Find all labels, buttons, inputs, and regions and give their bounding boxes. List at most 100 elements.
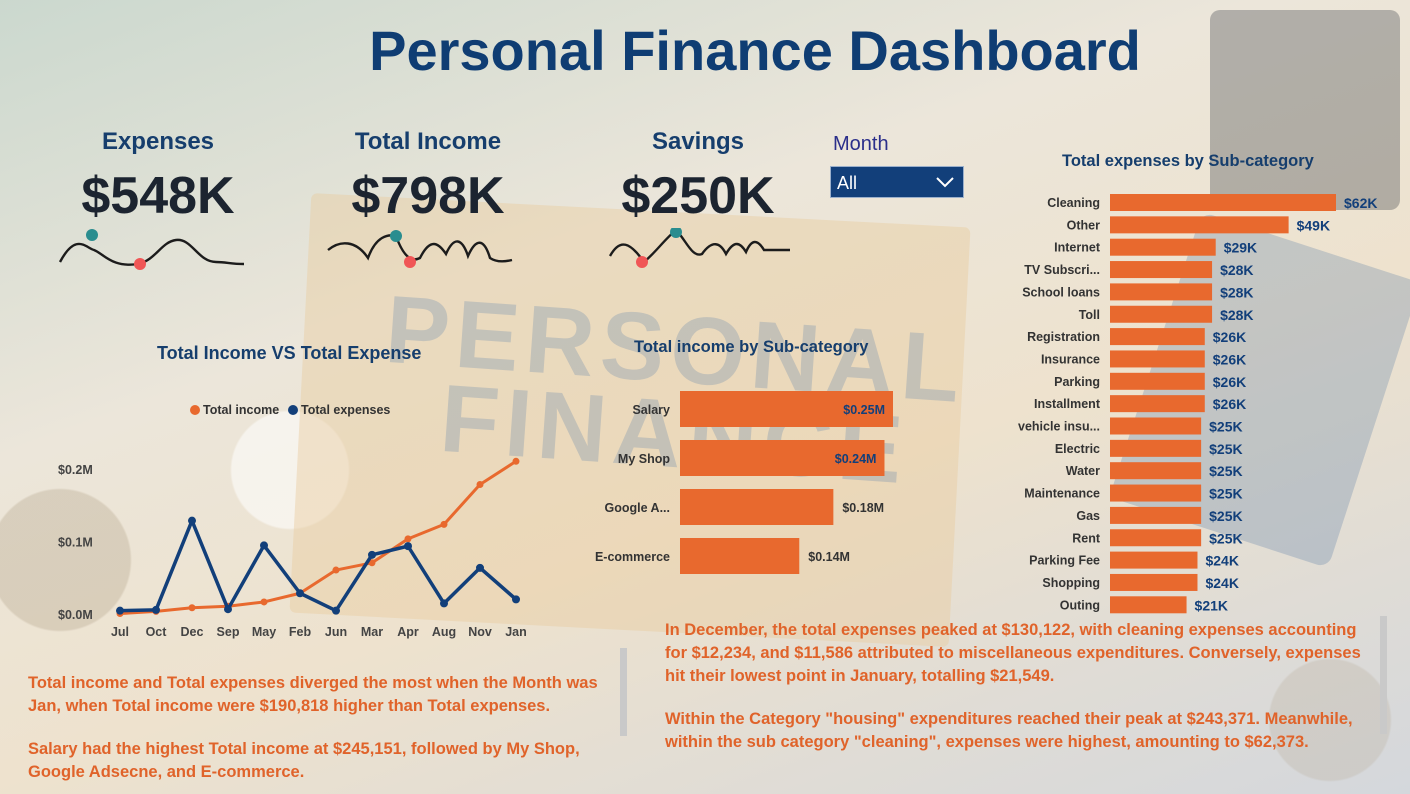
x-tick-label: Apr — [397, 625, 419, 639]
kpi-card-savings[interactable]: Savings $250K — [588, 128, 818, 292]
bar-value-label: $25K — [1209, 463, 1242, 479]
bar-value-label: $0.25M — [843, 403, 885, 417]
data-point — [296, 589, 304, 598]
bar-category-label: Google A... — [604, 501, 670, 515]
legend-income-marker — [190, 405, 200, 415]
x-tick-label: May — [252, 625, 276, 639]
sparkline-low-marker — [404, 256, 416, 268]
data-point — [260, 598, 268, 606]
bar-category-label: Maintenance — [1024, 487, 1100, 501]
data-point — [332, 606, 340, 615]
chevron-down-icon — [936, 177, 954, 188]
kpi-label: Total Income — [354, 128, 502, 155]
data-point — [260, 541, 268, 550]
background-wallet — [1210, 10, 1400, 210]
bar-value-label: $0.18M — [842, 501, 884, 515]
x-tick-label: Sep — [217, 625, 240, 639]
bar-category-label: Cleaning — [1047, 196, 1100, 210]
x-tick-label: Mar — [361, 625, 383, 639]
bar-category-label: Insurance — [1041, 352, 1100, 366]
bar-category-label: Gas — [1076, 509, 1100, 523]
data-point — [188, 604, 196, 612]
bar-value-label: $25K — [1209, 441, 1242, 457]
bar-value-label: $25K — [1209, 419, 1242, 435]
sparkline-high-marker — [670, 226, 682, 238]
bar-category-label: Salary — [632, 403, 670, 417]
bar-value-label: $29K — [1224, 240, 1257, 256]
data-point — [368, 559, 376, 567]
x-tick-label: Feb — [289, 625, 312, 639]
insight-text-left-2: Salary had the highest Total income at $… — [28, 740, 580, 781]
insight-text-right-2: Within the Category "housing" expenditur… — [665, 710, 1353, 751]
data-point — [152, 605, 160, 614]
bar-value-label: $28K — [1220, 307, 1253, 323]
sparkline — [327, 230, 513, 268]
month-slicer-value: All — [837, 173, 858, 193]
bar-value-label: $26K — [1213, 329, 1246, 345]
bar-category-label: Outing — [1060, 598, 1100, 612]
income-bar — [680, 391, 893, 427]
bar-category-label: Parking Fee — [1029, 554, 1100, 568]
bar-category-label: Water — [1066, 464, 1100, 478]
expense-bar — [1110, 372, 1205, 390]
expense-bar — [1110, 573, 1198, 591]
x-tick-label: Jul — [111, 625, 129, 639]
bar-category-label: School loans — [1022, 285, 1100, 299]
kpi-label: Expenses — [101, 128, 215, 155]
kpi-label: Savings — [651, 128, 745, 155]
expense-bar — [1110, 596, 1187, 614]
income-by-subcategory-chart[interactable]: Salary $0.25M My Shop $0.24M Google A... $0.1… — [580, 385, 910, 585]
expense-bar — [1110, 439, 1202, 457]
bar-category-label: My Shop — [618, 452, 670, 466]
income-vs-expense-chart[interactable]: Total income Total expenses $0.0M $0.1M $0… — [40, 395, 600, 650]
data-point — [440, 520, 448, 528]
bar-category-label: Internet — [1054, 241, 1101, 255]
kpi-card-expenses[interactable]: Expenses $548K — [48, 128, 278, 292]
bar-category-label: Shopping — [1042, 576, 1100, 590]
data-point — [116, 606, 124, 615]
bar-category-label: Rent — [1072, 531, 1101, 545]
x-tick-label: Aug — [432, 625, 456, 639]
y-tick-label: $0.1M — [58, 536, 93, 550]
data-point — [512, 457, 520, 465]
month-slicer-dropdown[interactable]: All — [830, 166, 964, 198]
bar-category-label: TV Subscri... — [1024, 263, 1100, 277]
expense-bar — [1110, 261, 1213, 279]
kpi-value: $250K — [621, 167, 775, 225]
expense-bar — [1110, 216, 1289, 234]
x-tick-label: Nov — [468, 625, 492, 639]
data-point — [476, 563, 484, 572]
kpi-card-income[interactable]: Total Income $798K — [318, 128, 548, 292]
insight-text-right-1: In December, the total expenses peaked a… — [665, 621, 1361, 685]
bar-value-label: $28K — [1220, 284, 1253, 300]
income-bar — [680, 538, 800, 574]
expense-bar — [1110, 506, 1202, 524]
month-slicer-label: Month — [833, 133, 889, 155]
y-tick-label: $0.2M — [58, 463, 93, 477]
bar-value-label: $0.24M — [835, 452, 877, 466]
scrollbar-right[interactable] — [1380, 616, 1387, 734]
series-line-income — [119, 460, 517, 616]
expense-bar-chart-title: Total expenses by Sub-category — [1062, 152, 1314, 170]
sparkline-high-marker — [390, 230, 402, 242]
y-tick-label: $0.0M — [58, 608, 93, 622]
sparkline — [58, 229, 245, 270]
income-bar — [680, 440, 885, 476]
bar-category-label: E-commerce — [595, 550, 670, 564]
bar-value-label: $25K — [1209, 530, 1242, 546]
bar-value-label: $26K — [1213, 396, 1246, 412]
bar-value-label: $62K — [1344, 195, 1377, 211]
x-tick-label: Jan — [505, 625, 527, 639]
bar-value-label: $25K — [1209, 486, 1242, 502]
income-bar-chart-title: Total income by Sub-category — [634, 338, 869, 356]
scrollbar-left[interactable] — [620, 648, 627, 736]
bar-category-label: Other — [1067, 218, 1100, 232]
legend: Total income Total expenses — [190, 403, 390, 417]
bar-value-label: $26K — [1213, 351, 1246, 367]
data-point — [476, 481, 484, 488]
bar-value-label: $26K — [1213, 374, 1246, 390]
sparkline-low-marker — [134, 258, 146, 270]
sparkline — [608, 226, 790, 268]
expense-bar — [1110, 350, 1205, 368]
expenses-by-subcategory-chart[interactable]: Cleaning $62K Other $49K Internet $29K TV Subs… — [990, 190, 1400, 618]
